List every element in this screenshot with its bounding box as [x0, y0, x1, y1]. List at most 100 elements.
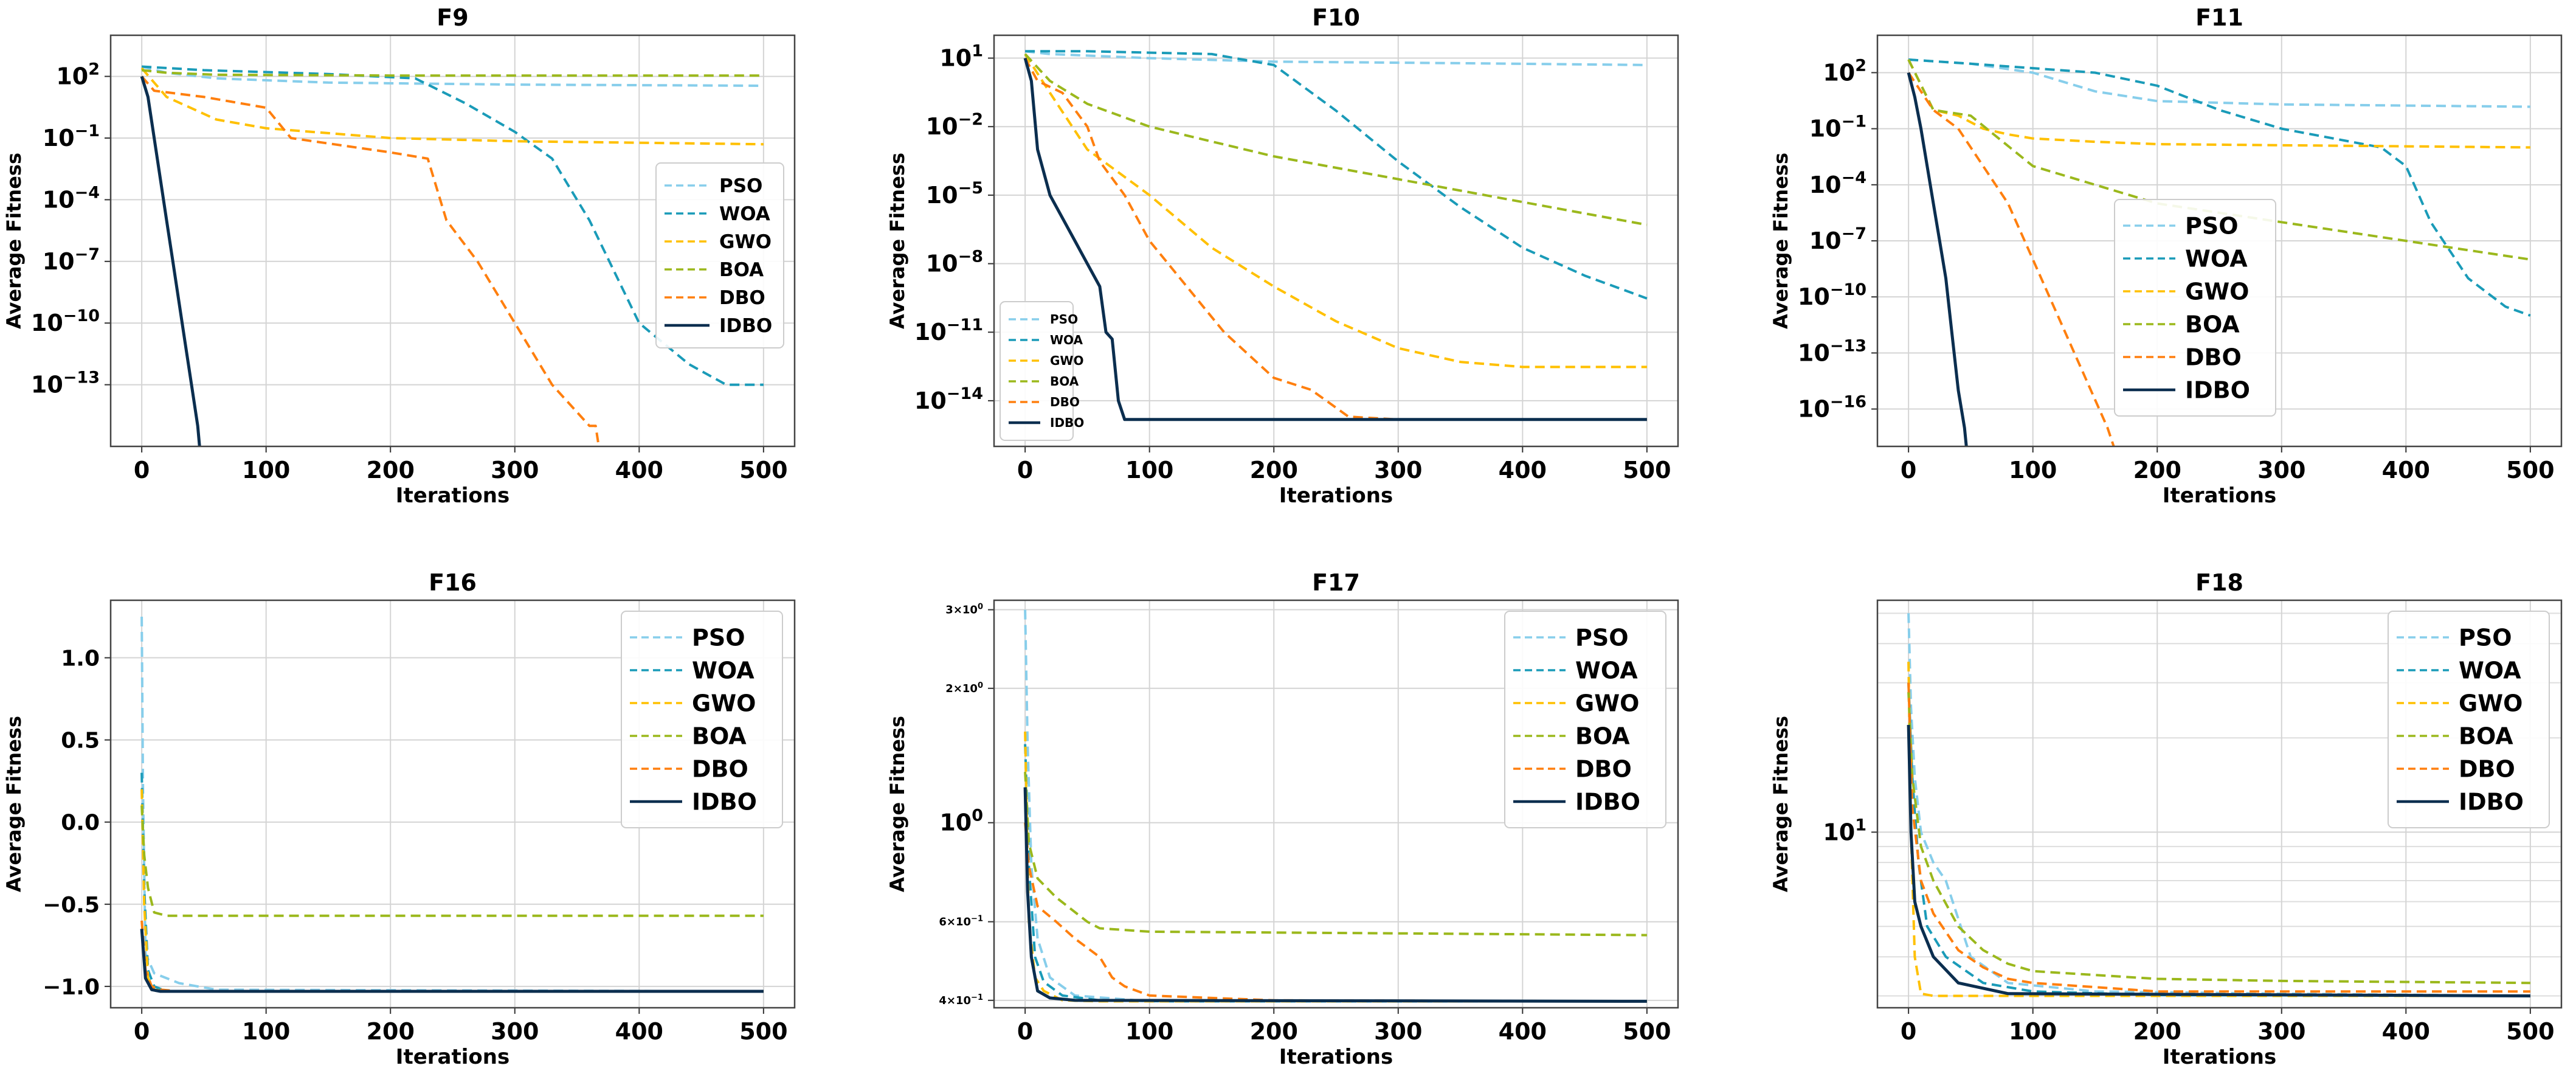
y-axis-label: Average Fitness — [886, 153, 909, 329]
chart-title: F16 — [429, 569, 477, 596]
y-axis-label: Average Fitness — [886, 716, 909, 892]
y-tick-label: 101 — [939, 42, 983, 72]
plot-frame — [993, 599, 1679, 1009]
y-tick-label: 102 — [1823, 56, 1866, 86]
series-line-pso — [1024, 50, 1647, 66]
x-axis-label: Iterations — [2163, 484, 2276, 508]
y-tick-label: 0.0 — [61, 811, 100, 836]
legend: PSO WOA GWO BOA DBO IDBO — [2388, 611, 2550, 828]
legend-label-pso: PSO — [1050, 312, 1078, 327]
chart-title: F11 — [2195, 4, 2243, 31]
series-group — [1023, 50, 1648, 421]
chart-panel-f9: 0 100 200 300 400 500 102 10−1 10−4 10−7 10−10 10−1… — [2, 4, 796, 508]
legend-label-gwo: GWO — [1575, 690, 1639, 717]
legend: PSO WOA GWO BOA DBO IDBO — [621, 611, 783, 828]
series-line-gwo — [140, 67, 764, 146]
plot-frame — [1876, 34, 2563, 448]
legend-label-idbo: IDBO — [2459, 789, 2524, 816]
legend-label-boa: BOA — [1050, 374, 1079, 389]
y-tick-label: 10−7 — [43, 245, 100, 275]
series-line-boa — [1907, 691, 2530, 985]
series-line-dbo — [1024, 822, 1647, 1003]
chart-panel-f17: 0 100 200 300 400 500 3×100 2×100 100 6×10−1 4×10−… — [886, 569, 1679, 1069]
x-tick-label: 200 — [2133, 457, 2181, 484]
legend-label-gwo: GWO — [2459, 690, 2522, 717]
legend-label-boa: BOA — [719, 259, 764, 281]
series-group — [1023, 609, 1647, 1003]
x-tick-label: 500 — [2506, 1018, 2554, 1045]
series-line-dbo — [140, 75, 600, 446]
legend-label-woa: WOA — [2459, 657, 2521, 684]
x-axis-label: Iterations — [1279, 1045, 1393, 1069]
chart-panel-f18: 0 100 200 300 400 500 101 F18 Iterations Average … — [1769, 569, 2563, 1069]
x-axis-label: Iterations — [396, 484, 509, 508]
legend-label-woa: WOA — [1050, 333, 1083, 347]
x-tick-label: 100 — [2009, 1018, 2057, 1045]
y-tick-label: 100 — [939, 806, 983, 836]
y-tick-label: 10−13 — [1798, 336, 1866, 366]
x-tick-label: 100 — [242, 1018, 290, 1045]
y-tick-label: 101 — [1823, 816, 1866, 845]
legend-label-idbo: IDBO — [692, 789, 757, 816]
series-line-boa — [1024, 53, 1648, 226]
x-tick-label: 500 — [739, 457, 787, 484]
y-tick-label: 10−4 — [1809, 168, 1866, 198]
series-group — [1907, 58, 2531, 446]
series-line-gwo — [1024, 53, 1647, 369]
legend-label-pso: PSO — [2459, 625, 2512, 651]
y-tick-label: 10−8 — [926, 248, 983, 277]
y-tick-label: 4×10−1 — [939, 993, 983, 1007]
y-axis-label: Average Fitness — [2, 716, 26, 892]
series-line-dbo — [1907, 682, 2530, 993]
y-tick-label: 10−1 — [43, 122, 100, 151]
x-axis-label: Iterations — [1279, 484, 1393, 508]
x-tick-label: 0 — [1901, 1018, 1916, 1045]
series-line-idbo — [1023, 57, 1647, 421]
x-tick-label: 300 — [491, 457, 539, 484]
y-tick-label: 10−16 — [1798, 393, 1866, 423]
y-tick-label: −1.0 — [43, 975, 100, 1000]
plot-frame — [109, 599, 796, 1009]
legend: PSO WOA GWO BOA DBO IDBO — [655, 162, 784, 348]
x-tick-label: 300 — [491, 1018, 539, 1045]
legend-label-boa: BOA — [2459, 723, 2513, 750]
x-tick-label: 200 — [367, 1018, 415, 1045]
y-tick-label: 10−2 — [926, 110, 983, 140]
series-group — [140, 65, 764, 446]
y-tick-label: 10−10 — [1798, 280, 1866, 310]
series-line-idbo — [140, 929, 764, 993]
legend-box — [2114, 199, 2276, 417]
x-tick-label: 400 — [2382, 457, 2430, 484]
legend-box — [1000, 301, 1074, 441]
x-tick-label: 400 — [1499, 457, 1547, 484]
series-line-idbo — [1907, 72, 1968, 446]
x-tick-label: 400 — [615, 1018, 663, 1045]
series-line-boa — [1024, 771, 1647, 937]
x-tick-label: 200 — [1250, 1018, 1298, 1045]
legend-box — [2388, 611, 2550, 828]
legend-label-pso: PSO — [2185, 213, 2239, 240]
series-line-woa — [141, 65, 764, 386]
legend-label-woa: WOA — [719, 203, 770, 225]
legend-label-pso: PSO — [1575, 625, 1629, 651]
x-tick-label: 400 — [615, 457, 663, 484]
series-group — [1907, 613, 2530, 997]
y-axis-label: Average Fitness — [1769, 153, 1792, 329]
legend-label-dbo: DBO — [2459, 756, 2515, 783]
legend-label-pso: PSO — [719, 175, 762, 197]
x-tick-label: 200 — [2133, 1018, 2181, 1045]
chart-title: F17 — [1312, 569, 1360, 596]
y-tick-label: 10−11 — [914, 316, 983, 345]
y-tick-label: 10−14 — [914, 384, 983, 414]
chart-title: F9 — [437, 4, 468, 31]
legend: PSO WOA GWO BOA DBO IDBO — [1504, 611, 1666, 828]
x-tick-label: 0 — [134, 457, 150, 484]
series-line-woa — [1024, 744, 1647, 1003]
series-group — [140, 616, 764, 993]
x-tick-label: 500 — [739, 1018, 787, 1045]
y-tick-label: 10−4 — [43, 183, 100, 213]
y-tick-label: 3×100 — [945, 603, 983, 617]
x-tick-label: 300 — [2257, 457, 2305, 484]
y-tick-label: 6×10−1 — [939, 915, 983, 929]
legend-box — [1504, 611, 1666, 828]
